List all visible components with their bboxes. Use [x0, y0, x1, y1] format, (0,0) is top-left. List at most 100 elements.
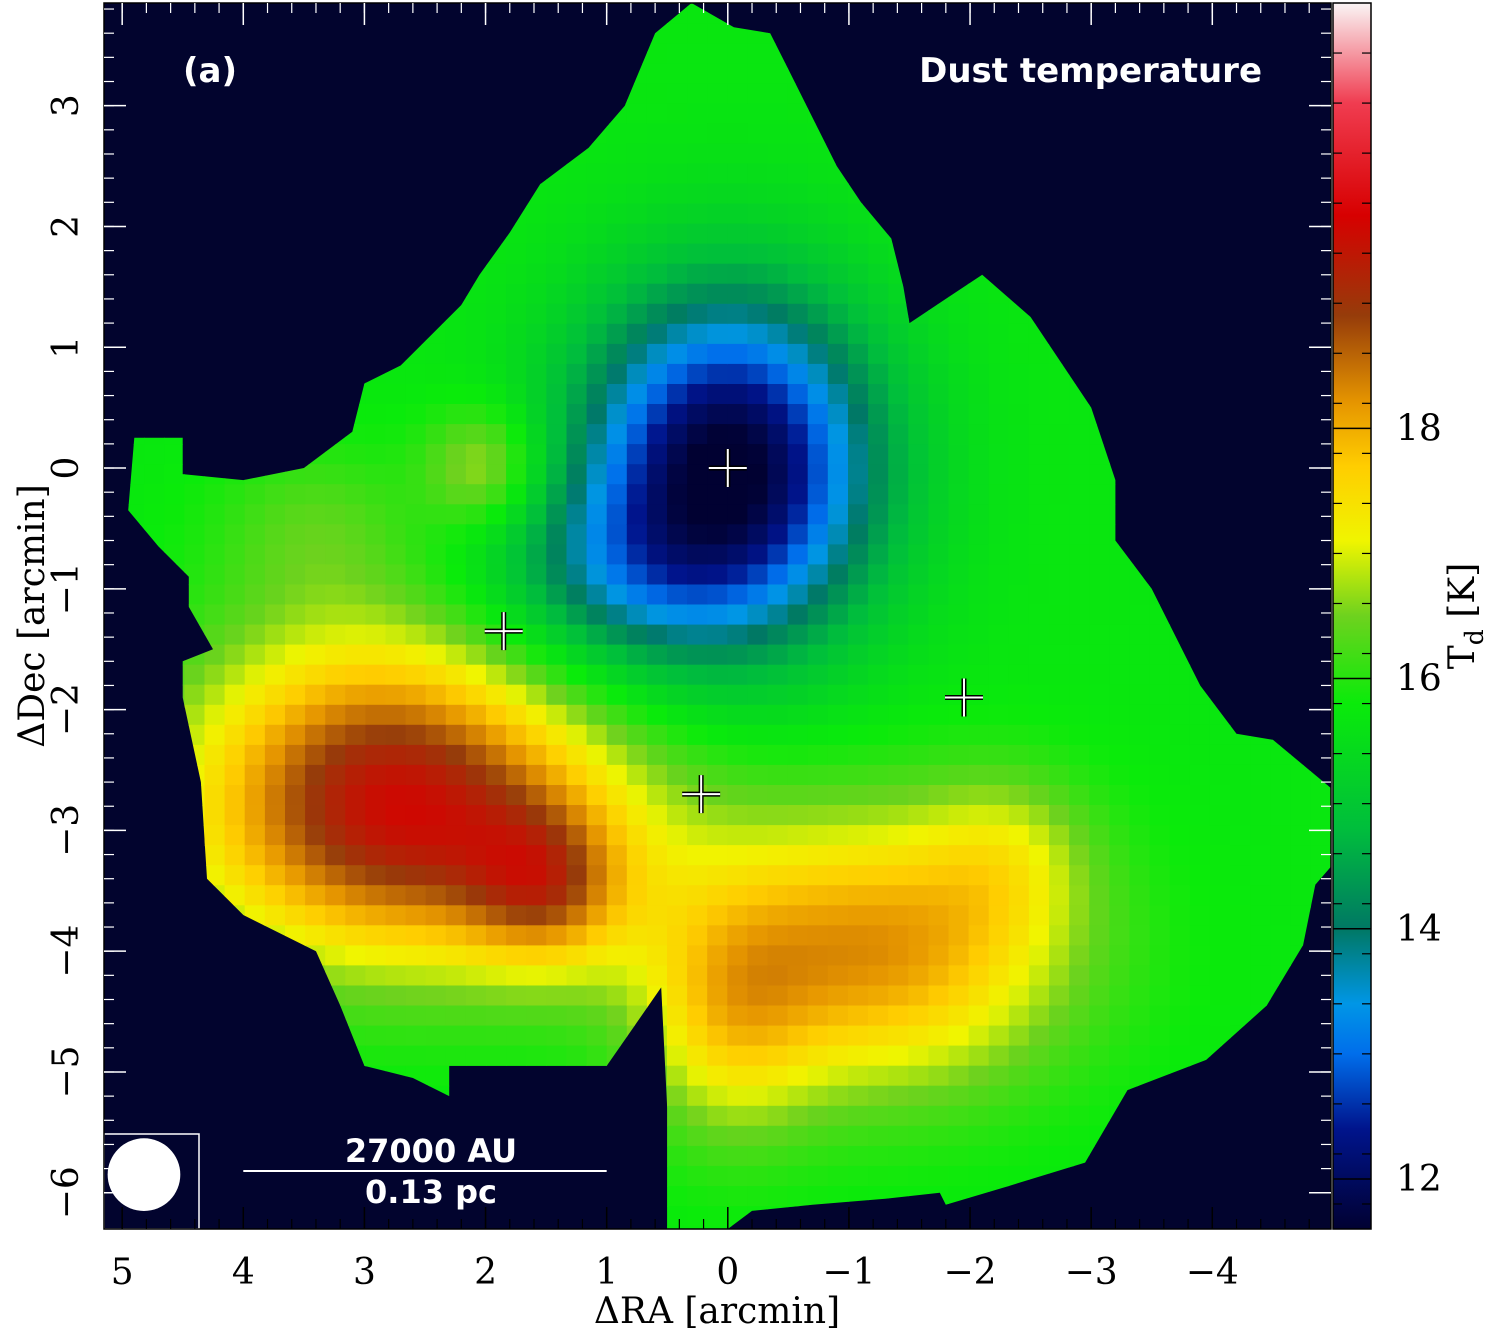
map-pixel — [586, 845, 608, 866]
y-tick-label: −1 — [46, 562, 87, 615]
map-pixel — [928, 564, 950, 586]
map-pixel — [868, 1005, 889, 1027]
map-pixel — [928, 1065, 950, 1087]
map-pixel — [687, 1085, 708, 1107]
map-pixel — [385, 744, 407, 766]
map-pixel — [687, 444, 708, 465]
map-pixel — [727, 323, 748, 345]
map-pixel — [908, 1045, 929, 1067]
map-pixel — [1129, 925, 1151, 946]
map-pixel — [667, 444, 688, 465]
map-pixel — [807, 1186, 829, 1207]
map-pixel — [1049, 805, 1070, 826]
map-pixel — [1028, 343, 1050, 365]
map-pixel — [707, 624, 728, 646]
map-pixel — [908, 724, 929, 746]
map-pixel — [1129, 805, 1151, 826]
map-pixel — [888, 644, 909, 666]
map-pixel — [184, 664, 206, 686]
map-pixel — [626, 464, 648, 485]
map-pixel — [506, 484, 527, 505]
map-pixel — [707, 704, 728, 726]
map-pixel — [727, 123, 748, 144]
map-pixel — [425, 564, 447, 586]
map-pixel — [526, 303, 547, 325]
map-pixel — [868, 544, 889, 566]
map-pixel — [667, 845, 688, 866]
map-pixel — [646, 263, 668, 285]
map-pixel — [767, 123, 789, 144]
map-pixel — [868, 504, 889, 525]
map-pixel — [606, 504, 628, 525]
map-pixel — [1028, 905, 1050, 926]
map-pixel — [244, 865, 266, 886]
map-pixel — [486, 1045, 507, 1067]
map-pixel — [385, 464, 407, 485]
map-pixel — [928, 1125, 950, 1147]
map-pixel — [807, 203, 829, 225]
map-pixel — [365, 1005, 387, 1027]
map-pixel — [204, 564, 226, 586]
map-pixel — [928, 404, 950, 425]
map-pixel — [908, 564, 929, 586]
map-pixel — [1028, 664, 1050, 686]
map-pixel — [1209, 965, 1231, 987]
map-pixel — [606, 905, 628, 926]
map-pixel — [787, 1025, 809, 1047]
map-pixel — [807, 865, 829, 886]
map-pixel — [807, 1045, 829, 1067]
map-pixel — [868, 905, 889, 926]
map-pixel — [244, 744, 266, 766]
map-pixel — [687, 1105, 708, 1127]
map-pixel — [988, 484, 1010, 505]
map-pixel — [727, 43, 748, 64]
map-pixel — [707, 564, 728, 586]
map-pixel — [848, 1005, 869, 1027]
map-pixel — [1008, 985, 1030, 1007]
map-pixel — [928, 865, 950, 886]
map-pixel — [526, 604, 547, 626]
map-pixel — [827, 544, 849, 566]
map-pixel — [546, 704, 567, 726]
map-pixel — [767, 785, 789, 806]
map-pixel — [566, 644, 588, 666]
map-pixel — [988, 965, 1010, 987]
map-pixel — [968, 1145, 990, 1167]
map-pixel — [928, 624, 950, 646]
map-pixel — [526, 1005, 547, 1027]
map-pixel — [465, 664, 487, 686]
map-pixel — [1028, 805, 1050, 826]
map-pixel — [1109, 664, 1130, 686]
map-pixel — [365, 404, 387, 425]
map-pixel — [626, 604, 648, 626]
map-pixel — [848, 865, 869, 886]
map-pixel — [546, 203, 567, 225]
map-pixel — [1290, 865, 1311, 886]
map-pixel — [606, 484, 628, 505]
map-pixel — [827, 263, 849, 285]
map-pixel — [1169, 1045, 1191, 1067]
map-pixel — [1290, 805, 1311, 826]
map-pixel — [767, 925, 789, 946]
map-pixel — [425, 965, 447, 987]
map-pixel — [727, 664, 748, 686]
map-pixel — [425, 664, 447, 686]
chart-title: Dust temperature — [919, 51, 1262, 91]
map-pixel — [586, 905, 608, 926]
map-pixel — [1069, 965, 1090, 987]
map-pixel — [948, 644, 970, 666]
map-pixel — [848, 845, 869, 866]
map-pixel — [1049, 464, 1070, 485]
map-pixel — [687, 524, 708, 545]
map-pixel — [184, 704, 206, 726]
map-pixel — [626, 664, 648, 686]
map-pixel — [1069, 1005, 1090, 1027]
map-pixel — [264, 905, 286, 926]
map-pixel — [1109, 744, 1130, 766]
map-pixel — [707, 123, 728, 144]
map-pixel — [1028, 704, 1050, 726]
map-pixel — [1049, 1005, 1070, 1027]
map-pixel — [767, 183, 789, 205]
map-pixel — [586, 1045, 608, 1067]
map-pixel — [968, 764, 990, 786]
